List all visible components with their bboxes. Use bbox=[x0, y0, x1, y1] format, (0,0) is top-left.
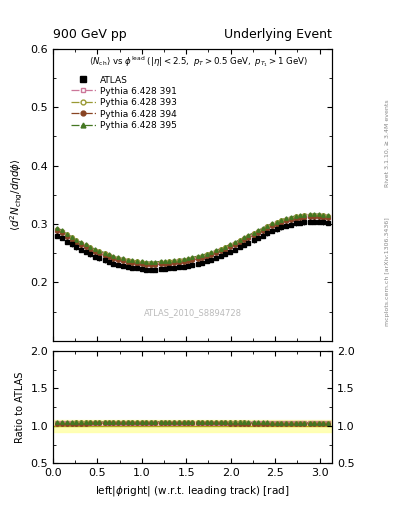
X-axis label: left$|\phi$right$|$ (w.r.t. leading track) [rad]: left$|\phi$right$|$ (w.r.t. leading trac… bbox=[95, 484, 290, 498]
Y-axis label: Ratio to ATLAS: Ratio to ATLAS bbox=[15, 372, 25, 443]
Text: mcplots.cern.ch [arXiv:1306.3436]: mcplots.cern.ch [arXiv:1306.3436] bbox=[385, 217, 389, 326]
Bar bbox=[53, 420, 332, 432]
Text: $\langle N_{\rm ch}\rangle$ vs $\phi^{\rm lead}$ $(|\eta| < 2.5,\ p_T > 0.5$ GeV: $\langle N_{\rm ch}\rangle$ vs $\phi^{\r… bbox=[89, 54, 309, 70]
Legend: ATLAS, Pythia 6.428 391, Pythia 6.428 393, Pythia 6.428 394, Pythia 6.428 395: ATLAS, Pythia 6.428 391, Pythia 6.428 39… bbox=[69, 74, 179, 132]
Text: Underlying Event: Underlying Event bbox=[224, 28, 332, 41]
Text: 900 GeV pp: 900 GeV pp bbox=[53, 28, 127, 41]
Text: Rivet 3.1.10, ≥ 3.4M events: Rivet 3.1.10, ≥ 3.4M events bbox=[385, 99, 389, 187]
Y-axis label: $\langle d^2 N_{\rm chg}/d\eta d\phi\rangle$: $\langle d^2 N_{\rm chg}/d\eta d\phi\ran… bbox=[9, 158, 25, 231]
Text: ATLAS_2010_S8894728: ATLAS_2010_S8894728 bbox=[143, 308, 242, 317]
